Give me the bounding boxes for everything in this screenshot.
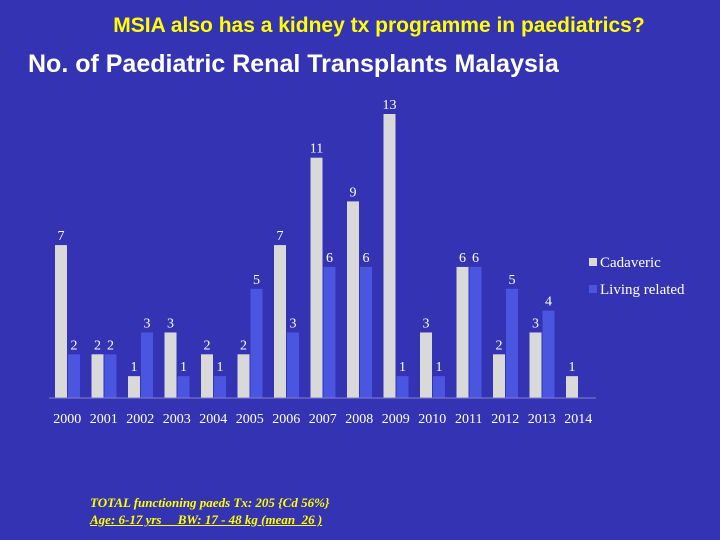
bar-cadaveric-2008 [347,201,359,398]
data-label-living-related-2008: 6 [363,251,370,266]
bar-cadaveric-2013 [529,332,542,398]
bar-living-related-2010 [433,376,445,398]
legend-swatch-cadaveric [589,258,597,266]
data-label-cadaveric-2013: 3 [532,316,539,331]
x-tick-label-2004: 2004 [199,412,227,427]
data-label-cadaveric-2003: 3 [167,316,174,331]
data-label-living-related-2012: 5 [509,273,516,288]
x-tick-label-2003: 2003 [163,412,191,427]
data-label-living-related-2009: 1 [399,360,406,375]
bar-living-related-2012 [506,288,518,398]
legend: Cadaveric Living related [589,255,685,298]
data-label-cadaveric-2004: 2 [204,338,211,353]
footnote-line-2: Age: 6-17 yrs BW: 17 - 48 kg (mean 26 ) [90,512,323,527]
data-label-living-related-2004: 1 [217,360,224,375]
bar-living-related-2009 [396,376,409,398]
bar-cadaveric-2002 [128,376,140,398]
bar-cadaveric-2003 [164,332,177,398]
legend-label-cadaveric: Cadaveric [600,255,661,271]
data-label-cadaveric-2007: 11 [310,142,323,157]
bar-living-related-2002 [141,332,153,398]
bar-living-related-2001 [104,354,117,398]
bar-cadaveric-2000 [55,245,67,398]
data-label-cadaveric-2012: 2 [496,338,503,353]
bar-cadaveric-2004 [201,354,213,398]
bar-cadaveric-2010 [420,332,432,398]
chart-title: No. of Paediatric Renal Transplants Mala… [28,50,559,78]
x-tick-label-2009: 2009 [382,412,410,427]
x-tick-label-2011: 2011 [455,412,482,427]
data-label-living-related-2010: 1 [436,360,443,375]
data-label-cadaveric-2001: 2 [94,338,101,353]
bar-living-related-2008 [360,266,372,398]
x-tick-label-2007: 2007 [309,412,337,427]
x-tick-label-2013: 2013 [528,412,556,427]
bar-living-related-2007 [323,266,336,398]
x-tick-label-2008: 2008 [345,412,373,427]
x-tick-label-2010: 2010 [418,412,446,427]
data-label-living-related-2013: 4 [545,295,552,310]
data-label-living-related-2011: 6 [472,251,479,266]
footnote: TOTAL functioning paeds Tx: 205 {Cd 56%}… [90,494,329,528]
bar-living-related-2006 [287,332,299,398]
data-label-living-related-2000: 2 [71,338,78,353]
bar-living-related-2000 [68,354,80,398]
data-label-cadaveric-2006: 7 [277,229,284,244]
data-label-cadaveric-2010: 3 [423,316,430,331]
bar-cadaveric-2007 [310,157,323,398]
data-label-cadaveric-2000: 7 [58,229,65,244]
bar-cadaveric-2006 [274,245,286,398]
bar-living-related-2013 [542,310,555,398]
x-tick-label-2005: 2005 [236,412,264,427]
data-label-living-related-2002: 3 [144,316,151,331]
bar-cadaveric-2014 [566,376,578,398]
x-tick-label-2001: 2001 [90,412,118,427]
bar-cadaveric-2001 [91,354,104,398]
data-label-cadaveric-2002: 1 [131,360,138,375]
data-label-cadaveric-2008: 9 [350,185,357,200]
footnote-line-1: TOTAL functioning paeds Tx: 205 {Cd 56%} [90,495,330,510]
legend-swatch-living-related [589,285,597,293]
data-label-cadaveric-2005: 2 [240,338,247,353]
data-label-cadaveric-2011: 6 [459,251,466,266]
data-label-living-related-2006: 3 [290,316,297,331]
x-tick-label-2012: 2012 [491,412,519,427]
bar-cadaveric-2005 [237,354,250,398]
data-label-cadaveric-2014: 1 [569,360,576,375]
x-tick-label-2006: 2006 [272,412,300,427]
data-label-living-related-2007: 6 [326,251,333,266]
x-tick-label-2002: 2002 [126,412,154,427]
x-tick-label-2014: 2014 [564,412,592,427]
bars-group [55,114,578,398]
bar-living-related-2011 [469,266,482,398]
bar-living-related-2004 [214,376,226,398]
data-label-cadaveric-2009: 13 [383,98,397,113]
x-tick-labels-group: 2000 2001 2002 2003 2004 2005 2006 2007 2008 2009… [53,412,592,427]
data-label-living-related-2001: 2 [107,338,114,353]
bar-cadaveric-2009 [383,114,396,398]
legend-label-living-related: Living related [600,282,685,298]
bar-living-related-2003 [177,376,190,398]
data-label-living-related-2005: 5 [253,273,260,288]
bar-cadaveric-2012 [493,354,505,398]
x-tick-label-2000: 2000 [53,412,81,427]
data-label-living-related-2003: 1 [180,360,187,375]
bar-living-related-2005 [250,288,263,398]
bar-cadaveric-2011 [456,266,469,398]
slide-heading: MSIA also has a kidney tx programme in p… [113,14,645,37]
